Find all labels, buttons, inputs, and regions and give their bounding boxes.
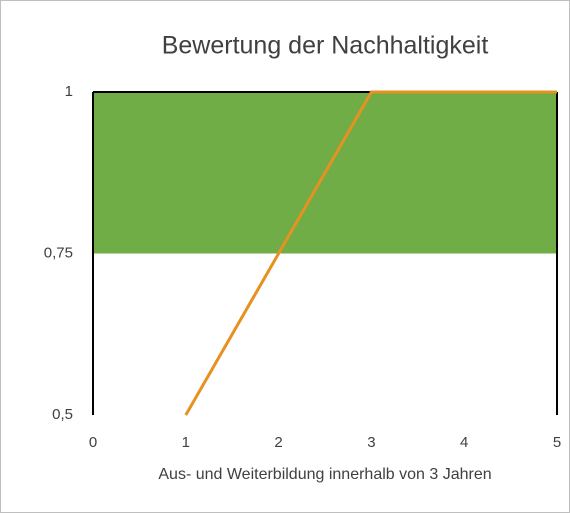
- x-tick-label: 2: [274, 434, 282, 451]
- x-tick-label: 1: [182, 434, 190, 451]
- x-tick-label: 4: [460, 434, 468, 451]
- x-tick-label: 5: [553, 434, 561, 451]
- x-tick-label: 0: [89, 434, 97, 451]
- x-tick-label: 3: [367, 434, 375, 451]
- x-axis-label: Aus- und Weiterbildung innerhalb von 3 J…: [158, 466, 491, 483]
- y-tick-label: 0,5: [52, 406, 73, 423]
- chart-title: Bewertung der Nachhaltigkeit: [162, 32, 489, 60]
- y-tick-label: 1: [65, 83, 73, 100]
- line: [184, 90, 557, 416]
- y-tick-label: 0,75: [44, 244, 73, 261]
